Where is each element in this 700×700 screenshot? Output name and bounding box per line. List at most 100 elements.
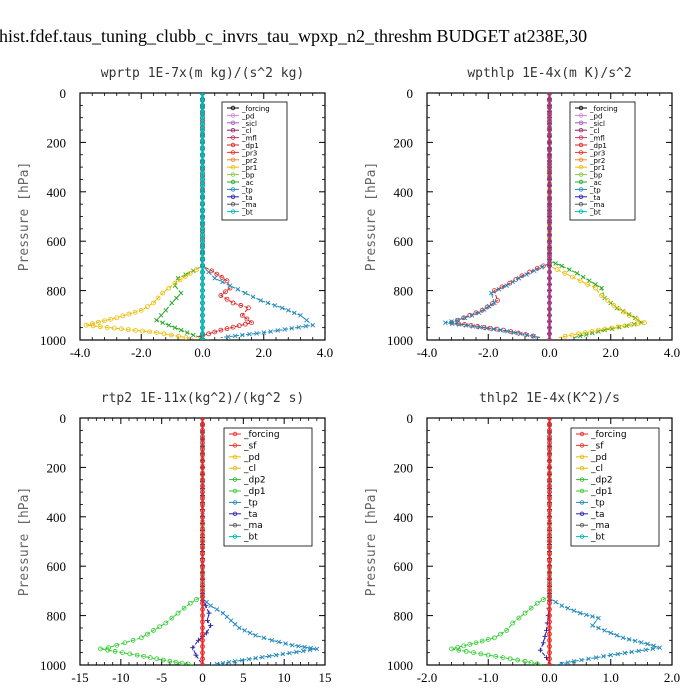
series-marker-dp1 [154, 656, 160, 662]
series-marker-tp [247, 331, 252, 337]
series-marker-bt [200, 158, 205, 164]
series-marker-tp [518, 331, 523, 337]
series-marker-tp [608, 630, 614, 636]
series-marker-forcing [200, 607, 205, 612]
legend-marker [230, 179, 236, 185]
series-marker-bt [200, 201, 205, 207]
panel-title: wprtp 1E-7x(m kg)/(s^2 kg) [101, 66, 305, 81]
series-marker-forcing [547, 532, 552, 538]
legend-marker [579, 477, 585, 482]
series-marker-forcing [200, 464, 205, 470]
series-marker-ac [172, 325, 178, 330]
series-marker-dp1 [489, 301, 495, 307]
series-marker-pr1 [151, 300, 156, 306]
series-marker-mfl [547, 158, 552, 164]
legend-box [569, 101, 636, 221]
series-marker-tp [590, 623, 595, 628]
series-marker-pr1 [90, 323, 96, 329]
series-marker-dp1 [473, 640, 479, 646]
series-marker-forcing [200, 551, 205, 557]
series-marker-bt [200, 183, 205, 189]
series-line-pr1 [86, 93, 203, 340]
series-marker-bt [200, 133, 205, 139]
series-marker-forcing [200, 502, 205, 507]
x-tick-label: 0.0 [541, 345, 557, 360]
legend-box [223, 427, 313, 547]
legend-entry: _bt [590, 533, 605, 543]
legend-marker [230, 157, 236, 162]
series-marker-dp1 [193, 597, 199, 602]
series-marker-dp1 [246, 305, 251, 311]
series-marker-dp1 [114, 642, 120, 648]
x-tick-label: 0.0 [194, 345, 210, 360]
series-marker-tp [296, 324, 302, 330]
series-marker-forcing [200, 637, 205, 643]
series-marker-tp [455, 317, 460, 323]
series-marker-tp [212, 275, 218, 281]
legend-entry: _pr3 [241, 149, 257, 157]
series-marker-tp [294, 649, 299, 655]
series-marker-forcing [547, 600, 552, 606]
legend-marker [579, 534, 585, 539]
series-marker-tp [491, 326, 496, 332]
y-tick-label: 0 [60, 86, 67, 101]
series-marker-forcing [547, 526, 552, 532]
series-marker-forcing [547, 569, 552, 575]
series-marker-tp [269, 637, 275, 643]
series-marker-mfl [547, 294, 552, 300]
series-marker-dp1 [105, 647, 111, 653]
legend-marker [232, 454, 238, 459]
panel-4: thlp2 1E-4x(K^2)/s Pressure [hPa] -2.0 -1.0… [364, 391, 680, 685]
series-marker-forcing [200, 625, 205, 631]
series-marker-forcing [200, 418, 205, 421]
legend-entry: _cl [589, 127, 599, 135]
series-group [98, 418, 320, 665]
x-tick-label: 0.0 [541, 670, 557, 685]
series-marker-mfl [547, 139, 552, 145]
series-marker-pr1 [642, 320, 647, 326]
series-marker-tp [304, 317, 309, 323]
legend-entry: _cl [241, 127, 251, 135]
legend-entry: _pr1 [241, 164, 257, 172]
legend-marker [578, 135, 584, 140]
series-marker-dp1 [219, 275, 225, 280]
legend-entry: _sicl [589, 120, 605, 128]
series-marker-tp [639, 640, 644, 645]
series-marker-tp [559, 603, 565, 609]
x-tick-label: -4.0 [417, 345, 438, 360]
series-marker-mfl [547, 93, 552, 96]
series-marker-forcing [547, 483, 552, 489]
series-marker-forcing [200, 650, 205, 656]
series-marker-mfl [547, 337, 552, 340]
series-marker-forcing [547, 582, 552, 588]
series-marker-tp [214, 661, 220, 665]
series-marker-bt [200, 306, 205, 312]
legend-marker [578, 105, 584, 111]
y-axis-label: Pressure [hPa] [364, 162, 379, 272]
series-marker-tp [272, 303, 278, 308]
series-marker-bt [200, 109, 205, 114]
series-marker-tp [531, 268, 537, 274]
x-tick-label: 15 [319, 670, 332, 685]
series-marker-tp [242, 628, 248, 633]
series-marker-forcing [200, 563, 205, 569]
x-tick-label: -2.0 [131, 345, 152, 360]
series-marker-pr1 [577, 278, 583, 284]
series-marker-pr1 [126, 311, 132, 317]
series-marker-pr1 [187, 270, 193, 276]
series-marker-tp [650, 646, 656, 652]
legend-marker [230, 120, 236, 125]
series-marker-mfl [547, 189, 552, 195]
legend-box [221, 101, 288, 221]
legend-entry: _bt [589, 209, 601, 217]
series-marker-pr1 [611, 303, 617, 308]
series-marker-forcing [547, 557, 552, 563]
series-marker-forcing [547, 514, 552, 520]
series-marker-ta [203, 603, 209, 609]
series-marker-dp1 [522, 658, 528, 664]
series-marker-dp1 [528, 605, 534, 611]
series-marker-tp [287, 650, 292, 656]
series-marker-dp1 [160, 657, 166, 663]
legend-marker [578, 157, 584, 162]
legend-entry: _pr2 [589, 157, 605, 165]
